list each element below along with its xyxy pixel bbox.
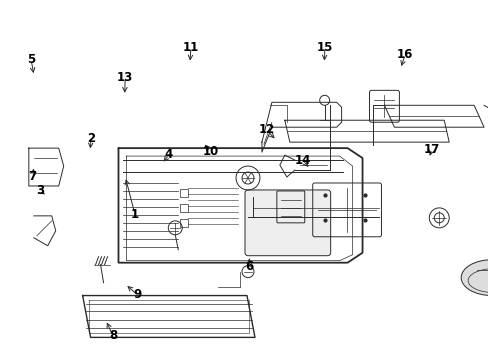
- Text: 10: 10: [202, 145, 218, 158]
- Ellipse shape: [460, 260, 488, 296]
- Text: 13: 13: [117, 71, 133, 84]
- Text: 12: 12: [258, 123, 274, 136]
- Bar: [180, 189, 188, 197]
- Text: 8: 8: [109, 329, 117, 342]
- Text: 6: 6: [245, 260, 253, 273]
- Text: 17: 17: [423, 143, 439, 156]
- Text: 1: 1: [131, 208, 139, 221]
- Bar: [180, 219, 188, 227]
- Text: 16: 16: [396, 48, 412, 61]
- FancyBboxPatch shape: [244, 190, 330, 256]
- Text: 4: 4: [164, 148, 173, 161]
- Text: 11: 11: [183, 41, 199, 54]
- Text: 9: 9: [133, 288, 141, 301]
- Text: 15: 15: [316, 41, 332, 54]
- Text: 3: 3: [36, 184, 44, 197]
- Text: 7: 7: [28, 170, 37, 183]
- Text: 14: 14: [294, 154, 310, 167]
- Bar: [180, 204, 188, 212]
- Text: 5: 5: [27, 53, 35, 66]
- Text: 2: 2: [87, 132, 95, 145]
